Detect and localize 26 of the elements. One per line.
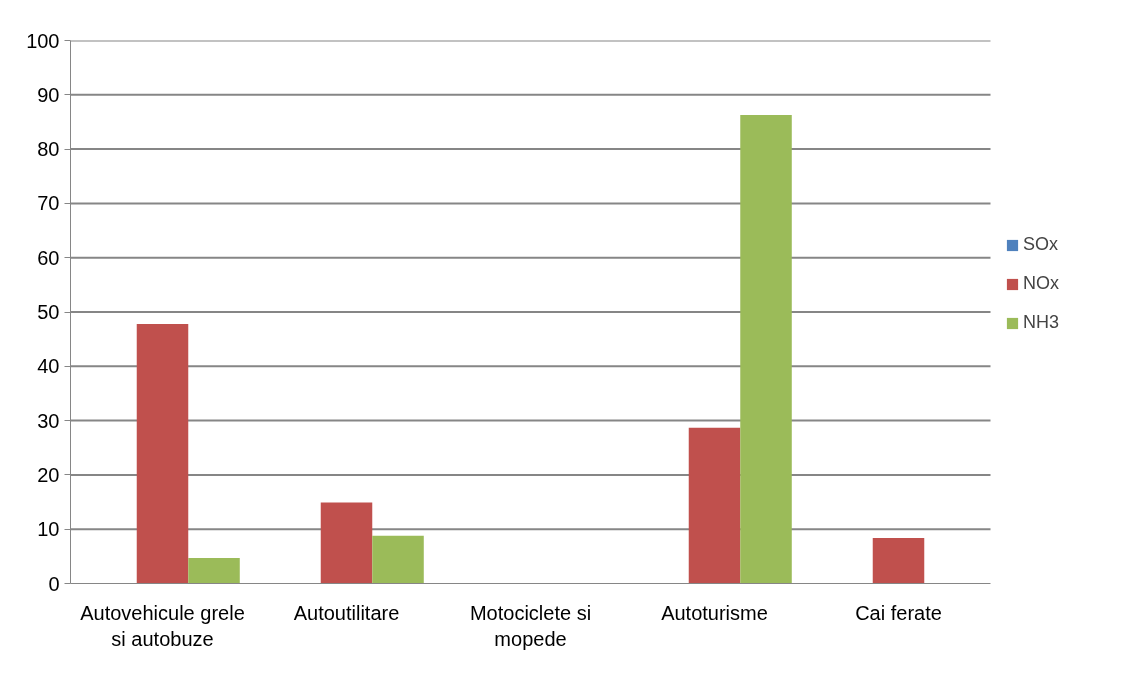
y-tick-label: 40 xyxy=(37,355,60,378)
y-tick-label: 30 xyxy=(37,409,60,432)
y-tick-label: 20 xyxy=(37,463,60,486)
y-tick-label: 100 xyxy=(26,29,60,52)
x-tick-label: Autoturisme xyxy=(661,601,768,624)
y-tick-label: 70 xyxy=(37,192,60,215)
y-tick-label: 0 xyxy=(48,572,60,595)
bar xyxy=(372,535,424,584)
x-tick-label: Autoutilitare xyxy=(293,601,400,624)
y-tick-label: 90 xyxy=(37,83,60,106)
bar xyxy=(872,537,925,584)
legend-label: NOx xyxy=(1023,273,1059,294)
x-tick-label: Motociclete si mopede xyxy=(469,601,592,650)
y-tick-label: 10 xyxy=(37,518,60,541)
x-tick-label: Cai ferate xyxy=(855,601,942,624)
legend-label: NH3 xyxy=(1023,312,1060,333)
bar xyxy=(188,557,240,584)
bar xyxy=(136,323,189,584)
y-tick-label: 80 xyxy=(37,138,60,161)
y-tick-label: 60 xyxy=(37,246,60,269)
bar xyxy=(688,427,741,584)
bar xyxy=(320,502,373,584)
bar xyxy=(740,114,792,584)
x-tick-label: Autovehicule grele si autobuze xyxy=(80,601,245,650)
legend-label: SOx xyxy=(1023,234,1059,255)
y-tick-label: 50 xyxy=(37,301,60,323)
